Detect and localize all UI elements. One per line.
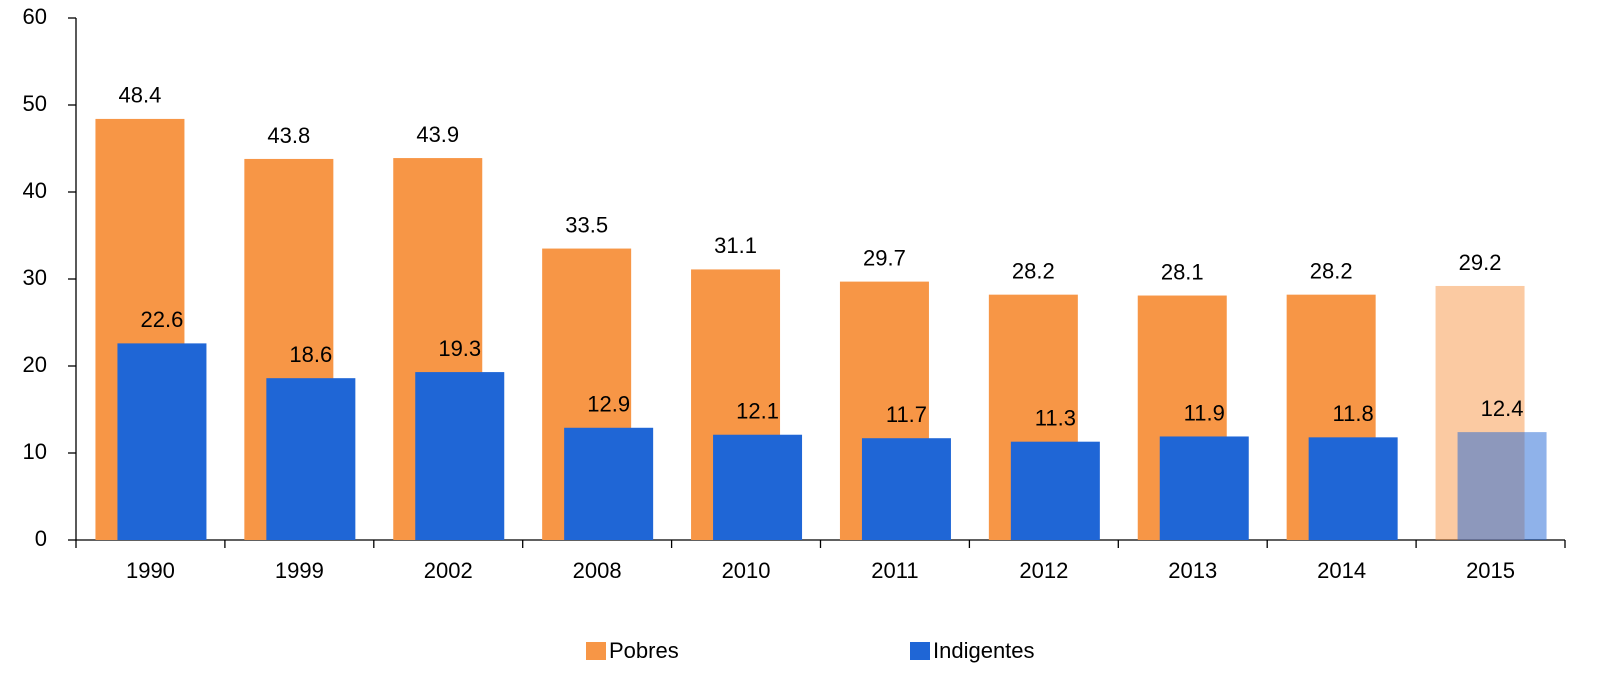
x-tick-label: 2008 <box>573 558 622 583</box>
value-label: 43.8 <box>267 123 310 148</box>
value-label: 28.1 <box>1161 259 1204 284</box>
bar <box>713 434 803 540</box>
x-tick-label: 2012 <box>1019 558 1068 583</box>
y-tick-label: 30 <box>23 265 47 290</box>
value-label: 22.6 <box>141 307 184 332</box>
y-tick-label: 60 <box>23 4 47 29</box>
value-label: 18.6 <box>289 342 332 367</box>
value-label: 29.2 <box>1459 250 1502 275</box>
value-label: 11.7 <box>886 402 927 427</box>
bar <box>1010 441 1100 540</box>
value-label: 48.4 <box>119 83 162 108</box>
y-tick-label: 40 <box>23 178 47 203</box>
x-tick-label: 2015 <box>1466 558 1515 583</box>
legend-label: Pobres <box>609 638 679 663</box>
value-label: 11.3 <box>1035 406 1076 431</box>
bar <box>1457 432 1547 540</box>
legend-label: Indigentes <box>933 638 1035 663</box>
bar <box>1308 437 1398 540</box>
x-tick-label: 2010 <box>722 558 771 583</box>
x-tick-label: 1990 <box>126 558 175 583</box>
value-label: 31.1 <box>714 233 757 258</box>
x-tick-label: 2011 <box>871 558 918 583</box>
x-tick-label: 1999 <box>275 558 324 583</box>
bar <box>117 343 207 540</box>
value-label: 43.9 <box>416 122 459 147</box>
y-tick-label: 0 <box>35 526 47 551</box>
value-label: 11.8 <box>1333 401 1374 426</box>
legend-swatch <box>586 642 606 660</box>
value-label: 12.9 <box>587 392 630 417</box>
x-tick-label: 2014 <box>1317 558 1366 583</box>
x-tick-label: 2002 <box>424 558 473 583</box>
bar <box>266 378 356 540</box>
bar <box>415 372 505 540</box>
value-label: 19.3 <box>438 336 481 361</box>
bar <box>564 427 654 540</box>
bar <box>1159 436 1249 540</box>
value-label: 12.4 <box>1481 396 1524 421</box>
y-tick-label: 10 <box>23 439 47 464</box>
value-label: 28.2 <box>1012 258 1055 283</box>
value-label: 28.2 <box>1310 258 1353 283</box>
legend-swatch <box>910 642 930 660</box>
value-label: 29.7 <box>863 245 906 270</box>
bar <box>861 438 951 540</box>
value-label: 11.9 <box>1184 400 1225 425</box>
value-label: 12.1 <box>736 399 779 424</box>
y-tick-label: 50 <box>23 91 47 116</box>
x-tick-label: 2013 <box>1168 558 1217 583</box>
y-tick-label: 20 <box>23 352 47 377</box>
value-label: 33.5 <box>565 212 608 237</box>
